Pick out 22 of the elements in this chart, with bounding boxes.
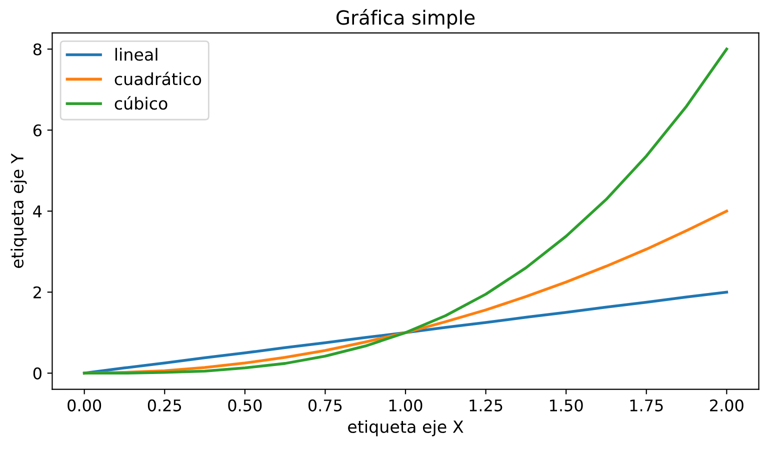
x-tick-label: 1.25 bbox=[470, 399, 502, 412]
legend-label: lineal bbox=[115, 48, 158, 61]
legend-label: cúbico bbox=[114, 96, 168, 110]
x-tick-label: 0.25 bbox=[148, 399, 182, 412]
y-tick-label: 6 bbox=[33, 124, 42, 136]
x-tick-label: 2.00 bbox=[710, 399, 744, 412]
x-tick-label: 0.50 bbox=[228, 399, 262, 412]
line-series bbox=[82, 48, 728, 375]
y-tick-label: 4 bbox=[33, 206, 42, 218]
x-tick-label: 1.00 bbox=[389, 399, 422, 412]
y-tick-label: 8 bbox=[33, 43, 42, 56]
y-tick-label: 0 bbox=[33, 367, 42, 380]
x-tick-label: 0.00 bbox=[68, 399, 102, 412]
y-axis-title: etiqueta eje Y bbox=[10, 153, 27, 268]
x-tick-label: 1.75 bbox=[630, 400, 663, 412]
chart-title: Gráfica simple bbox=[336, 9, 475, 29]
x-tick-label: 0.75 bbox=[308, 399, 342, 412]
legend-label: cuadrático bbox=[114, 72, 202, 86]
x-axis-title: etiqueta eje X bbox=[348, 420, 464, 436]
line-series bbox=[82, 290, 728, 375]
x-tick-label: 1.50 bbox=[550, 399, 583, 412]
y-tick-label: 2 bbox=[34, 286, 41, 298]
